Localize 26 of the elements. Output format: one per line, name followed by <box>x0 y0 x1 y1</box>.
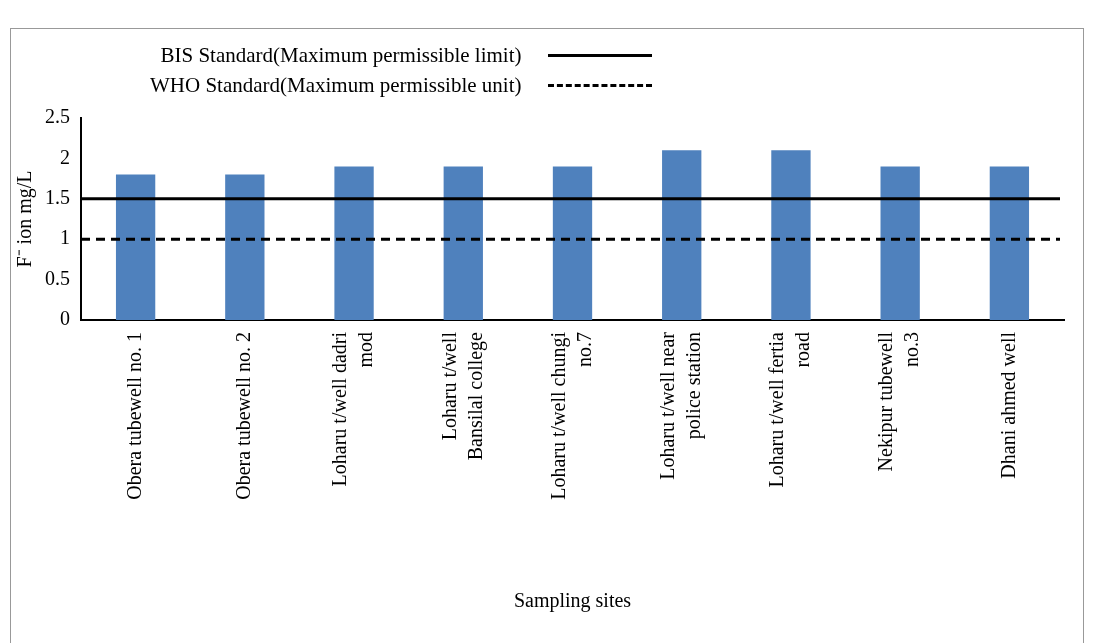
legend-label: BIS Standard(Maximum permissible limit) <box>160 42 522 68</box>
y-tick-label: 0.5 <box>45 266 70 289</box>
x-axis-title: Sampling sites <box>513 589 632 613</box>
x-tick-label: Obera tubewell no. 2 <box>232 332 255 500</box>
y-tick-label: 1.5 <box>45 186 70 209</box>
x-tick-label: Dhani ahmed well <box>996 331 1019 479</box>
bar <box>115 174 156 320</box>
legend-label: WHO Standard(Maximum permissible unit) <box>150 72 522 98</box>
y-tick-label: 2.5 <box>45 105 70 128</box>
bar <box>334 166 374 320</box>
bar <box>662 150 702 320</box>
x-tick-label: Loharu t/well chungi no.7 <box>546 331 595 500</box>
bar <box>880 166 920 320</box>
bar <box>443 166 483 320</box>
x-tick-label: Loharu t/well dadri mod <box>328 331 377 487</box>
x-tick-label: Loharu t/well fertia road <box>765 331 814 488</box>
y-axis-title: F⁻ ion mg/L <box>13 170 37 268</box>
bar <box>225 174 265 320</box>
x-tick-label: Nekipur tubewell no.3 <box>874 331 923 472</box>
x-tick-label: Obera tubewell no. 1 <box>122 332 145 500</box>
bar <box>771 150 811 320</box>
bar <box>989 166 1030 320</box>
y-tick-label: 0 <box>60 307 70 330</box>
y-tick-label: 1 <box>60 226 70 249</box>
y-tick-label: 2 <box>60 145 70 168</box>
bar <box>552 166 593 320</box>
